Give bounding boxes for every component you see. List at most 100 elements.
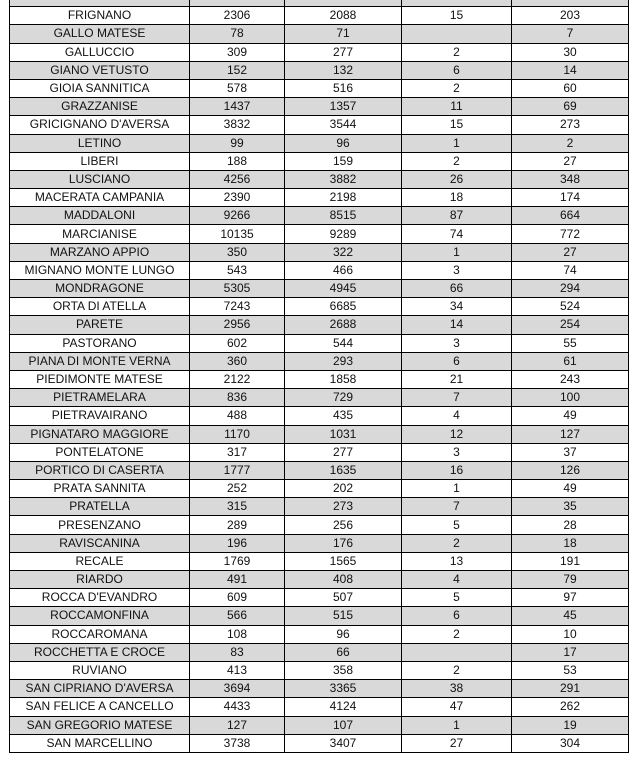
cell-value-4: 304	[511, 733, 629, 753]
cell-value-4: 30	[511, 42, 629, 62]
cell-value-3: 6	[401, 606, 512, 626]
table-row: LIBERI 188 159 2 27	[9, 151, 629, 171]
table-row: RIARDO 491 408 4 79	[9, 569, 629, 590]
cell-value-4: 49	[511, 479, 629, 499]
table-row: SAN FELICE A CANCELLO 4433 4124 47 262	[9, 697, 629, 717]
cell-value-2: 516	[284, 78, 402, 99]
cell-municipality: MIGNANO MONTE LUNGO	[9, 260, 190, 281]
cell-value-2: 96	[284, 624, 402, 644]
cell-value-3: 27	[401, 733, 512, 753]
cell-value-3: 1	[401, 242, 512, 262]
cell-value-1: 3694	[189, 679, 285, 699]
cell-value-1: 9266	[189, 206, 285, 226]
cell-value-2: 1031	[284, 424, 402, 444]
cell-value-4: 127	[511, 424, 629, 444]
cell-value-2: 1635	[284, 460, 402, 481]
cell-value-2: 71	[284, 24, 402, 44]
table-row: GRAZZANISE 1437 1357 11 69	[9, 97, 629, 117]
cell-value-3	[401, 24, 512, 44]
cell-value-2: 9289	[284, 224, 402, 244]
cell-municipality: GALLUCCIO	[9, 42, 190, 62]
cell-value-3: 6	[401, 351, 512, 371]
cell-value-3: 2	[401, 42, 512, 62]
cell-value-2: 322	[284, 242, 402, 262]
cell-value-1: 252	[189, 479, 285, 499]
cell-value-1: 127	[189, 715, 285, 735]
cell-value-2: 544	[284, 333, 402, 353]
cell-value-1: 99	[189, 133, 285, 153]
cell-value-2: 4945	[284, 278, 402, 299]
cell-value-2: 176	[284, 533, 402, 553]
cell-value-3: 7	[401, 388, 512, 408]
cell-municipality: RUVIANO	[9, 660, 190, 681]
cell-value-4: 2	[511, 133, 629, 153]
cell-value-2: 466	[284, 260, 402, 281]
cell-value-4: 273	[511, 115, 629, 135]
cell-municipality: PIEDIMONTE MATESE	[9, 369, 190, 390]
cell-value-3: 21	[401, 369, 512, 390]
cell-value-3: 15	[401, 115, 512, 135]
cell-municipality: PRESENZANO	[9, 515, 190, 535]
cell-value-1: 78	[189, 24, 285, 44]
cell-municipality: ROCCHETTA E CROCE	[9, 642, 190, 662]
cell-value-2: 729	[284, 388, 402, 408]
cell-value-3: 6	[401, 60, 512, 80]
cell-value-3: 3	[401, 333, 512, 353]
cell-value-1: 5305	[189, 278, 285, 299]
cell-value-2: 3544	[284, 115, 402, 135]
cell-municipality: PIANA DI MONTE VERNA	[9, 351, 190, 371]
cell-value-2: 3365	[284, 679, 402, 699]
table-row: GIOIA SANNITICA 578 516 2 60	[9, 78, 629, 99]
cell-value-1: 543	[189, 260, 285, 281]
cell-municipality: ORTA DI ATELLA	[9, 297, 190, 317]
cell-value-4: 14	[511, 60, 629, 80]
table-row: GALLUCCIO 309 277 2 30	[9, 42, 629, 62]
cell-value-2: 3882	[284, 169, 402, 190]
cell-municipality: GIANO VETUSTO	[9, 60, 190, 80]
cell-value-4: 79	[511, 569, 629, 590]
cell-municipality: PIGNATARO MAGGIORE	[9, 424, 190, 444]
cell-value-1: 83	[189, 642, 285, 662]
cell-value-2: 293	[284, 351, 402, 371]
cell-value-3	[401, 642, 512, 662]
cell-value-1: 315	[189, 497, 285, 517]
cell-value-3: 3	[401, 260, 512, 281]
table-row: PARETE 2956 2688 14 254	[9, 315, 629, 335]
table-row: SAN CIPRIANO D'AVERSA 3694 3365 38 291	[9, 679, 629, 699]
table-row: SAN GREGORIO MATESE 127 107 1 19	[9, 715, 629, 735]
cell-value-4: 291	[511, 679, 629, 699]
cell-value-1: 196	[189, 533, 285, 553]
cell-value-3: 4	[401, 406, 512, 426]
cell-value-1: 3738	[189, 733, 285, 753]
cell-municipality: SAN FELICE A CANCELLO	[9, 697, 190, 717]
cell-value-3: 1	[401, 715, 512, 735]
cell-value-4: 49	[511, 406, 629, 426]
cell-value-3: 12	[401, 424, 512, 444]
cell-value-1: 1437	[189, 97, 285, 117]
cell-municipality: PRATA SANNITA	[9, 479, 190, 499]
cell-value-3: 66	[401, 278, 512, 299]
cell-value-3: 3	[401, 442, 512, 462]
table-row: MONDRAGONE 5305 4945 66 294	[9, 278, 629, 299]
cell-value-3: 2	[401, 624, 512, 644]
cell-value-1: 350	[189, 242, 285, 262]
cell-municipality: GALLO MATESE	[9, 24, 190, 44]
table-row-partial	[9, 0, 629, 8]
cell-value-3: 14	[401, 315, 512, 335]
cell-value-4: 294	[511, 278, 629, 299]
cell-municipality: LIBERI	[9, 151, 190, 171]
cell-value-4: 772	[511, 224, 629, 244]
cell-value-3: 74	[401, 224, 512, 244]
cell-value-2: 4124	[284, 697, 402, 717]
cell-value-3: 1	[401, 479, 512, 499]
cell-value-4: 348	[511, 169, 629, 190]
cell	[284, 0, 402, 8]
cell-municipality: PARETE	[9, 315, 190, 335]
table-row: GALLO MATESE 78 71 7	[9, 24, 629, 44]
table-row: ROCCAMONFINA 566 515 6 45	[9, 606, 629, 626]
cell-value-4: 191	[511, 551, 629, 572]
cell-value-2: 96	[284, 133, 402, 153]
cell-value-4: 60	[511, 78, 629, 99]
table-row: MADDALONI 9266 8515 87 664	[9, 206, 629, 226]
cell-value-3: 5	[401, 515, 512, 535]
